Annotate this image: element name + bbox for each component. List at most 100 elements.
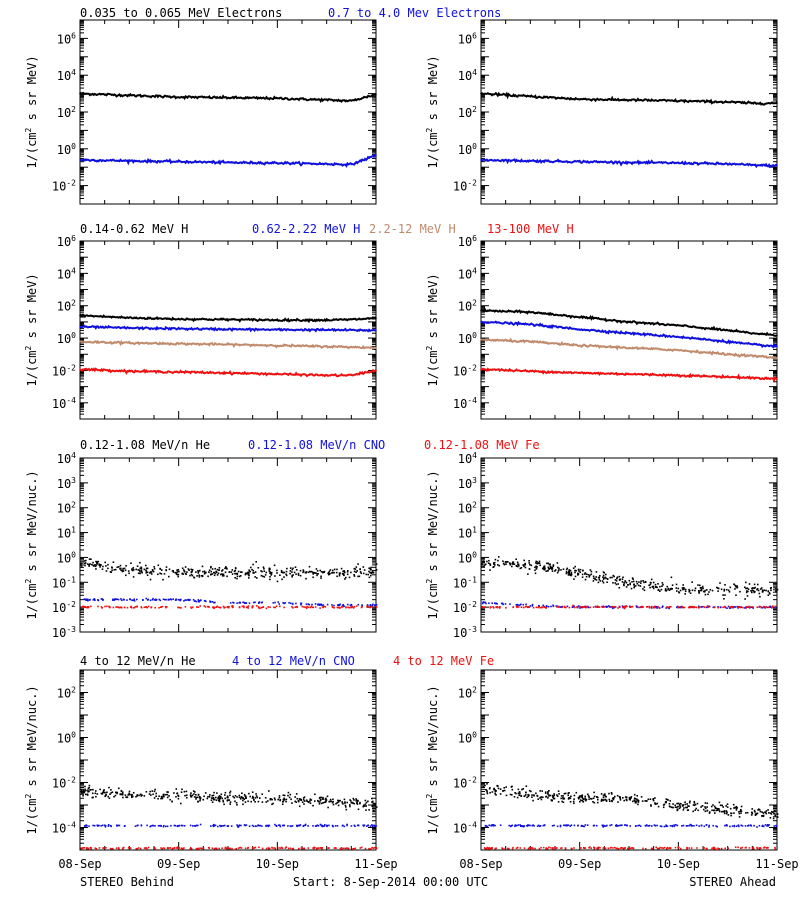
- data-point: [547, 566, 550, 569]
- data-point: [79, 92, 81, 95]
- data-point: [184, 794, 186, 797]
- data-point: [82, 791, 84, 794]
- data-point: [699, 586, 702, 589]
- data-point: [747, 825, 749, 827]
- data-point: [612, 797, 614, 800]
- data-point: [312, 573, 314, 575]
- data-point: [662, 605, 664, 607]
- data-point: [85, 793, 87, 796]
- data-point: [172, 571, 175, 573]
- data-point: [358, 575, 361, 578]
- data-point: [491, 602, 493, 604]
- data-point: [495, 790, 497, 792]
- data-point: [686, 848, 688, 850]
- data-point: [159, 599, 162, 602]
- data-point: [535, 792, 537, 795]
- data-point: [618, 848, 620, 850]
- data-point: [189, 847, 192, 849]
- data-point: [165, 606, 167, 609]
- data-point: [227, 318, 229, 321]
- data-point: [592, 577, 595, 580]
- data-point: [312, 576, 314, 579]
- data-point: [116, 606, 119, 608]
- data-point: [246, 606, 249, 608]
- data-point: [163, 847, 166, 850]
- data-point: [160, 797, 162, 800]
- data-point: [218, 567, 221, 569]
- data-point: [375, 806, 378, 808]
- y-tick-label: 100: [458, 550, 477, 565]
- data-point: [712, 824, 714, 827]
- data-point: [632, 800, 634, 803]
- data-point: [533, 794, 535, 796]
- data-point: [708, 591, 710, 593]
- data-point: [526, 825, 529, 827]
- data-point: [531, 847, 534, 850]
- data-point: [152, 597, 154, 600]
- data-point: [529, 847, 532, 850]
- data-point: [140, 566, 142, 569]
- data-point: [210, 570, 212, 573]
- data-point: [609, 847, 612, 849]
- data-point: [608, 606, 611, 608]
- data-point: [663, 803, 666, 806]
- data-point: [733, 807, 735, 809]
- data-point: [268, 847, 271, 850]
- data-point: [577, 574, 579, 576]
- data-point: [726, 101, 729, 103]
- data-point: [495, 794, 497, 796]
- data-point: [547, 797, 549, 799]
- data-point: [733, 825, 736, 828]
- data-point: [285, 574, 288, 577]
- data-point: [269, 575, 271, 578]
- data-point: [492, 824, 495, 826]
- data-point: [274, 847, 276, 849]
- data-point: [246, 847, 249, 850]
- data-point: [674, 804, 676, 807]
- data-point: [556, 571, 559, 574]
- data-point: [521, 788, 523, 791]
- data-point: [364, 803, 367, 806]
- data-point: [262, 575, 264, 578]
- data-point: [615, 847, 618, 850]
- data-point: [341, 573, 344, 575]
- data-point: [354, 825, 356, 828]
- data-point: [517, 788, 520, 791]
- data-point: [112, 561, 115, 563]
- data-point: [618, 605, 621, 608]
- data-point: [238, 602, 240, 604]
- data-point: [523, 847, 526, 849]
- data-point: [328, 800, 330, 803]
- y-tick-label: 100: [458, 142, 477, 157]
- data-point: [615, 580, 618, 582]
- data-point: [252, 563, 254, 566]
- data-point: [277, 798, 279, 801]
- data-point: [198, 576, 201, 578]
- data-point: [130, 606, 132, 608]
- data-point: [769, 593, 771, 595]
- data-point: [151, 598, 154, 601]
- data-point: [546, 847, 549, 850]
- data-point: [289, 567, 292, 569]
- data-point: [581, 800, 584, 802]
- data-point: [285, 570, 288, 573]
- data-point: [651, 825, 653, 827]
- data-point: [573, 824, 576, 827]
- data-point: [726, 607, 728, 609]
- data-point: [288, 602, 290, 604]
- data-point: [613, 606, 615, 608]
- data-point: [372, 603, 374, 606]
- data-point: [552, 604, 554, 607]
- data-point: [307, 571, 310, 574]
- data-point: [239, 575, 242, 577]
- data-point: [248, 792, 250, 795]
- data-point: [520, 606, 523, 608]
- data-point: [282, 571, 285, 574]
- data-point: [488, 559, 490, 562]
- data-point: [371, 824, 373, 826]
- data-point: [104, 824, 106, 827]
- data-point: [761, 589, 764, 591]
- data-point: [751, 811, 753, 814]
- data-point: [488, 824, 490, 827]
